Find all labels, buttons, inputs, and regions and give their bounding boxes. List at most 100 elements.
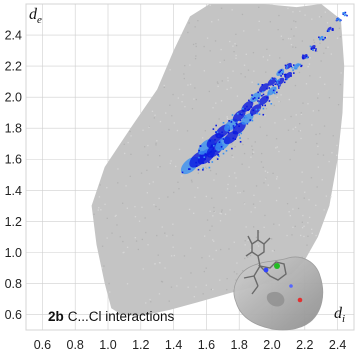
texture-speck xyxy=(313,39,315,41)
texture-speck xyxy=(290,28,292,30)
texture-speck xyxy=(271,238,273,240)
x-tick-label: 1.0 xyxy=(99,338,116,352)
texture-speck xyxy=(170,286,173,288)
c-cl-contact-speck xyxy=(343,12,346,14)
c-cl-contact-speck xyxy=(276,80,279,82)
texture-speck xyxy=(301,171,303,173)
texture-speck xyxy=(325,195,327,197)
c-cl-contact-speck xyxy=(222,122,225,124)
c-cl-contact-point xyxy=(284,71,293,79)
texture-speck xyxy=(210,288,213,291)
texture-speck xyxy=(149,298,151,301)
c-cl-contact-speck xyxy=(294,67,296,70)
texture-speck xyxy=(233,271,235,273)
texture-speck xyxy=(313,41,316,44)
c-cl-contact-speck xyxy=(293,72,295,74)
texture-speck xyxy=(195,55,197,57)
texture-speck xyxy=(299,123,301,125)
c-cl-contact-speck xyxy=(239,137,241,139)
texture-speck xyxy=(168,300,170,302)
texture-speck xyxy=(245,226,247,228)
texture-speck xyxy=(272,250,274,252)
texture-speck xyxy=(129,130,131,133)
c-cl-contact-speck xyxy=(241,114,243,116)
c-cl-contact-speck xyxy=(231,114,234,116)
texture-speck xyxy=(151,110,154,112)
contact-spot-red xyxy=(297,297,303,303)
texture-speck xyxy=(146,169,148,171)
c-cl-contact-speck xyxy=(286,67,288,69)
texture-speck xyxy=(176,129,179,132)
texture-speck xyxy=(315,133,317,136)
texture-speck xyxy=(213,206,215,209)
texture-speck xyxy=(98,207,100,209)
texture-speck xyxy=(194,26,196,28)
x-tick-label: 2.0 xyxy=(263,338,280,352)
texture-speck xyxy=(275,93,277,96)
texture-speck xyxy=(142,129,144,131)
molecule-structure xyxy=(243,230,287,295)
texture-speck xyxy=(255,185,258,187)
c-cl-contact-speck xyxy=(199,145,202,147)
texture-speck xyxy=(147,144,149,147)
texture-speck xyxy=(147,154,149,156)
texture-speck xyxy=(265,108,268,110)
texture-speck xyxy=(157,254,159,256)
texture-speck xyxy=(280,35,282,37)
texture-speck xyxy=(312,110,314,112)
c-cl-contact-speck xyxy=(332,28,334,30)
texture-speck xyxy=(308,63,311,65)
c-cl-contact-speck xyxy=(214,139,216,141)
texture-speck xyxy=(141,206,143,208)
texture-speck xyxy=(100,209,102,211)
texture-speck xyxy=(323,52,325,54)
c-cl-contact-speck xyxy=(272,91,274,93)
texture-speck xyxy=(161,281,164,283)
texture-speck xyxy=(250,249,252,251)
texture-speck xyxy=(269,54,271,57)
texture-speck xyxy=(244,76,246,78)
c-cl-contact-speck xyxy=(264,104,266,107)
texture-speck xyxy=(305,83,308,85)
texture-speck xyxy=(177,97,179,99)
c-cl-contact-speck xyxy=(275,80,277,83)
texture-speck xyxy=(178,148,181,151)
texture-speck xyxy=(226,117,229,120)
c-cl-contact-speck xyxy=(302,57,304,60)
texture-speck xyxy=(231,9,233,11)
texture-speck xyxy=(276,146,278,148)
texture-speck xyxy=(122,252,124,254)
c-cl-contact-speck xyxy=(305,55,308,58)
texture-speck xyxy=(184,65,186,67)
texture-speck xyxy=(263,182,265,184)
texture-speck xyxy=(164,267,166,269)
texture-speck xyxy=(307,222,309,224)
texture-speck xyxy=(267,171,269,174)
texture-speck xyxy=(307,235,309,237)
c-cl-contact-speck xyxy=(221,131,223,134)
texture-speck xyxy=(114,215,116,217)
texture-speck xyxy=(308,199,310,201)
c-cl-contact-speck xyxy=(295,67,298,70)
c-cl-contact-speck xyxy=(285,78,287,81)
y-tick-label: 0.6 xyxy=(5,308,22,322)
c-cl-contact-speck xyxy=(202,169,204,171)
c-cl-contact-speck xyxy=(232,137,234,140)
texture-speck xyxy=(309,75,311,77)
c-cl-contact-speck xyxy=(250,101,253,104)
c-cl-contact-speck xyxy=(244,115,246,117)
c-cl-contact-speck xyxy=(246,105,248,108)
c-cl-contact-speck xyxy=(284,75,286,78)
texture-speck xyxy=(227,80,229,82)
texture-speck xyxy=(217,19,220,21)
texture-speck xyxy=(122,240,124,243)
texture-speck xyxy=(244,257,246,260)
texture-speck xyxy=(157,166,159,168)
texture-speck xyxy=(228,175,230,177)
texture-speck xyxy=(201,257,203,259)
texture-speck xyxy=(169,162,171,165)
texture-speck xyxy=(289,38,292,40)
texture-speck xyxy=(215,249,217,252)
texture-speck xyxy=(175,165,177,168)
